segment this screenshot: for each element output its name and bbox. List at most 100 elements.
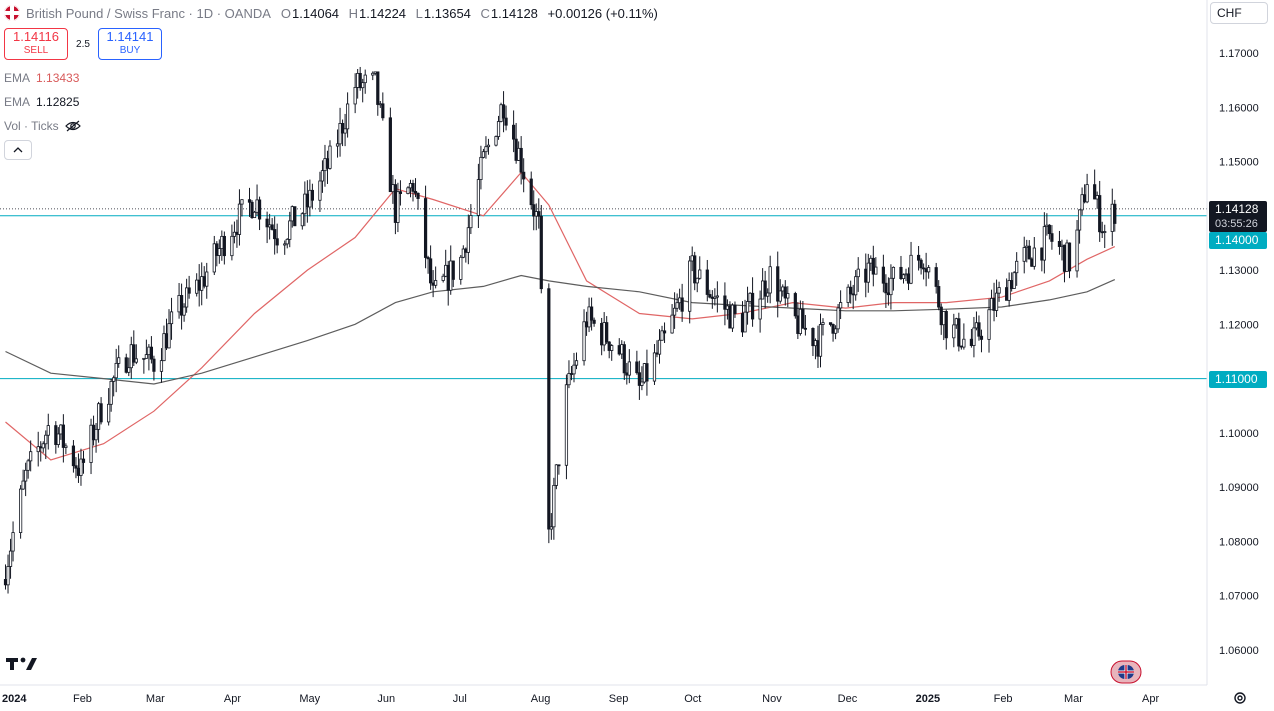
candle-body <box>416 192 420 199</box>
candle-body <box>740 313 745 333</box>
candle-body <box>698 269 702 279</box>
symbol-title[interactable]: British Pound / Swiss Franc · 1D · OANDA <box>26 5 271 21</box>
indicator-name: Vol · Ticks <box>4 119 59 133</box>
time-tick-label: Nov <box>762 693 782 705</box>
candle-body <box>1015 260 1019 274</box>
candle-body <box>434 280 438 286</box>
candle-body <box>24 469 28 482</box>
candle-body <box>290 206 294 222</box>
indicator-ema-slow[interactable]: EMA 1.12825 <box>4 95 79 109</box>
candle-body <box>957 318 961 347</box>
candle-body <box>237 203 242 235</box>
eye-hidden-icon[interactable] <box>64 120 81 132</box>
candle-body <box>117 357 121 364</box>
candle-body <box>147 346 151 356</box>
candle-body <box>308 189 312 208</box>
candle-body <box>796 315 800 334</box>
candle-body <box>901 274 906 280</box>
candle-body <box>54 425 58 445</box>
candle-body <box>1077 209 1082 231</box>
candle-body <box>81 458 86 463</box>
candle-body <box>466 227 470 253</box>
candle-body <box>763 280 767 297</box>
candle-body <box>283 243 287 246</box>
candle-body <box>919 259 923 269</box>
indicator-ema-fast[interactable]: EMA 1.13433 <box>4 71 79 85</box>
price-tick-label: 1.15000 <box>1219 157 1259 169</box>
candle-body <box>1005 287 1009 301</box>
candle-body <box>220 235 224 249</box>
sell-button[interactable]: 1.14116 SELL <box>4 28 68 60</box>
candle-body <box>831 324 835 334</box>
candle-body <box>871 257 875 275</box>
candle-body <box>346 103 350 130</box>
candle-body <box>1085 184 1089 203</box>
candle-body <box>605 322 609 343</box>
candle-body <box>1045 224 1049 228</box>
candle-body <box>768 266 772 294</box>
candle-body <box>371 72 375 76</box>
horizontal-levels <box>0 208 1207 380</box>
candle-body <box>657 339 662 355</box>
candle-body <box>886 292 891 296</box>
candle-body <box>889 277 893 296</box>
candle-body <box>818 324 823 357</box>
candle-body <box>761 280 765 300</box>
candle-body <box>152 358 156 372</box>
candle-body <box>552 484 556 528</box>
candle-body <box>587 306 591 328</box>
candle-body <box>592 319 596 324</box>
candle-body <box>977 322 981 337</box>
tradingview-logo[interactable] <box>6 656 38 677</box>
candle-body <box>255 199 259 213</box>
candle-body <box>1098 195 1102 233</box>
collapse-indicators-button[interactable] <box>4 140 32 160</box>
candle-body <box>378 103 382 106</box>
candle-body <box>361 82 365 89</box>
candle-body <box>232 231 237 237</box>
time-tick-label: Oct <box>684 693 701 705</box>
candle-body <box>962 338 966 348</box>
settings-gear-icon[interactable] <box>1233 691 1247 705</box>
uk-event-flag-icon[interactable] <box>1110 660 1142 684</box>
level-label-upper: 1.14000 <box>1209 232 1267 249</box>
candle-body <box>1022 247 1026 262</box>
candle-body <box>431 282 435 286</box>
low-value: 1.13654 <box>423 5 471 21</box>
candle-body <box>449 260 453 291</box>
candle-body <box>195 279 199 294</box>
candle-body <box>388 117 392 193</box>
candle-body <box>129 344 133 369</box>
open-value: 1.14064 <box>292 5 340 21</box>
currency-select[interactable]: CHF <box>1210 2 1268 24</box>
candle-body <box>1113 203 1117 224</box>
candle-body <box>310 189 314 201</box>
candle-body <box>41 443 45 449</box>
candle-body <box>828 322 833 325</box>
time-tick-label: Jun <box>377 693 395 705</box>
candle-body <box>19 488 23 533</box>
candle-body <box>906 273 911 284</box>
candle-body <box>856 268 860 278</box>
candle-body <box>11 532 15 552</box>
candle-body <box>733 304 737 314</box>
candle-body <box>179 295 184 316</box>
candle-body <box>343 128 347 134</box>
candle-body <box>21 480 25 490</box>
candle-body <box>974 322 979 329</box>
candle-body <box>1030 258 1034 267</box>
candle-body <box>288 220 292 240</box>
candle-body <box>688 260 692 312</box>
buy-button[interactable]: 1.14141 BUY <box>98 28 162 60</box>
candle-body <box>240 199 244 205</box>
candle-body <box>899 266 903 280</box>
candle-body <box>71 445 76 467</box>
candle-body <box>660 330 664 341</box>
indicator-volume[interactable]: Vol · Ticks <box>4 119 81 133</box>
candle-body <box>627 361 631 376</box>
time-tick-label: Apr <box>1142 693 1159 705</box>
candle-body <box>64 445 68 448</box>
candle-body <box>391 184 395 193</box>
candle-body <box>222 235 226 257</box>
